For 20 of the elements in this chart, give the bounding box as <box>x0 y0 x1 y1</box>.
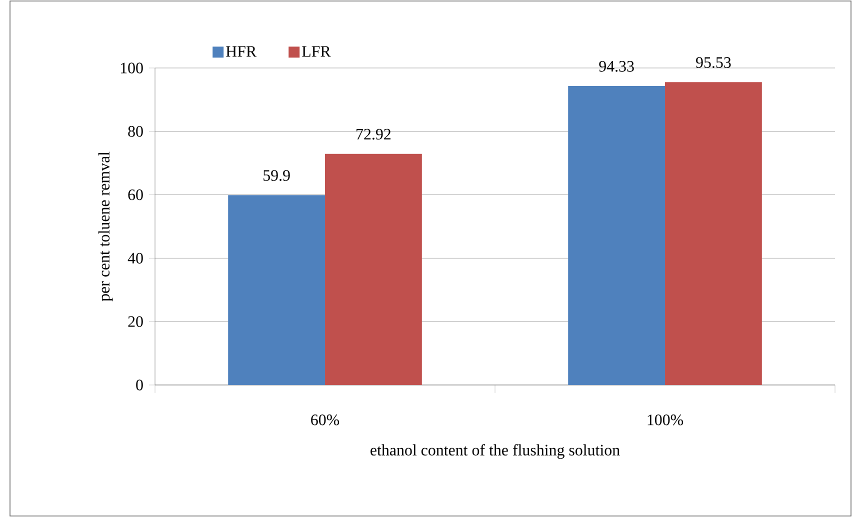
y-axis-title: per cent toluene remval <box>98 152 113 302</box>
x-tick-label: 60% <box>311 414 340 426</box>
bar <box>228 195 326 385</box>
y-tick-label: 100 <box>120 62 143 74</box>
bar <box>325 154 422 385</box>
bar <box>665 82 762 385</box>
x-axis-title: ethanol content of the flushing solution <box>370 444 620 459</box>
data-label: 95.53 <box>696 57 731 68</box>
y-tick-label: 60 <box>128 189 143 200</box>
data-label: 94.33 <box>599 60 634 72</box>
data-label: 59.9 <box>264 170 290 181</box>
y-tick-label: 0 <box>136 380 143 390</box>
y-tick-label: 20 <box>128 316 143 327</box>
y-tick-label: 40 <box>128 252 143 264</box>
legend-label: HFR <box>226 46 257 57</box>
bar <box>568 86 666 385</box>
legend-label: LFR <box>302 46 331 57</box>
x-tick-label: 100% <box>648 414 684 426</box>
y-tick-label: 80 <box>128 126 143 137</box>
data-label: 72.92 <box>356 128 391 140</box>
